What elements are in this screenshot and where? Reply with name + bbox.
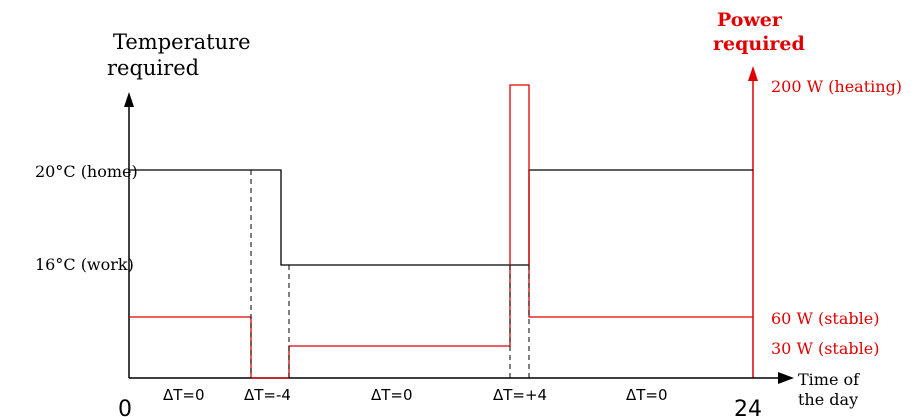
- temperature-profile-line: [129, 169, 753, 266]
- temp-home-label: 20°C (home): [35, 162, 138, 181]
- left-axis-label-line2: required: [107, 56, 199, 80]
- time-axis-arrowhead: [778, 372, 794, 384]
- left-axis-arrowhead: [124, 92, 134, 107]
- delta-label-5: ΔT=0: [626, 386, 668, 404]
- power-stable30-label: 30 W (stable): [771, 339, 879, 358]
- power-profile-line: [129, 84, 753, 379]
- right-axis-arrowhead: [748, 66, 758, 81]
- power-stable60-label: 60 W (stable): [771, 309, 879, 328]
- right-axis-label-line2: required: [713, 33, 805, 55]
- left-axis-label-line1: Temperature: [113, 30, 251, 54]
- x-end-label: 24: [734, 397, 762, 417]
- x-start-label: 0: [118, 397, 132, 417]
- power-heating-label: 200 W (heating): [771, 77, 902, 96]
- delta-label-4: ΔT=+4: [493, 386, 547, 404]
- right-axis-label-line1: Power: [717, 9, 783, 31]
- temp-work-label: 16°C (work): [35, 255, 134, 274]
- delta-label-3: ΔT=0: [371, 386, 413, 404]
- x-axis-label-line1: Time of: [798, 370, 860, 389]
- x-axis-label-line2: the day: [798, 390, 858, 409]
- delta-label-2: ΔT=-4: [244, 386, 291, 404]
- delta-label-1: ΔT=0: [163, 386, 205, 404]
